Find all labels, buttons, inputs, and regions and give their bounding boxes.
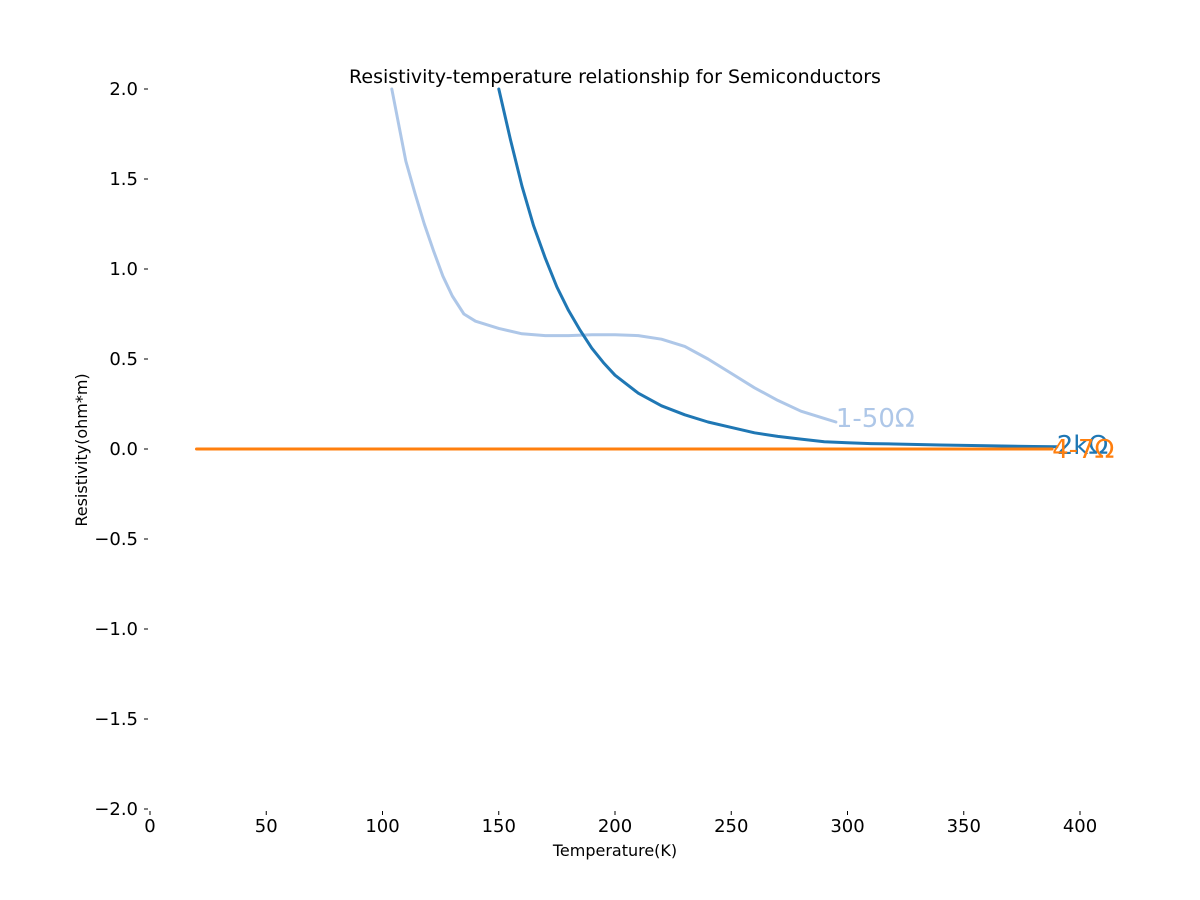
- y-tick-label: −1.5: [94, 709, 138, 730]
- y-axis: −2.0 −1.5 −1.0 −0.5 0.0 0.5 1.0 1.5 2.0: [94, 79, 148, 820]
- x-tick-label: 350: [947, 816, 981, 837]
- y-tick-label: −1.0: [94, 619, 138, 640]
- x-tick-label: 100: [365, 816, 399, 837]
- x-axis: 0 50 100 150 200 250 300 350 400: [144, 811, 1097, 837]
- x-tick-label: 300: [830, 816, 864, 837]
- y-tick-label: 1.0: [109, 259, 138, 280]
- y-tick-label: −0.5: [94, 529, 138, 550]
- y-tick-label: −2.0: [94, 799, 138, 820]
- x-tick-label: 0: [144, 816, 155, 837]
- series-line: [390, 87, 838, 424]
- chart-title: Resistivity-temperature relationship for…: [349, 66, 881, 88]
- x-tick-label: 50: [255, 816, 278, 837]
- x-tick-label: 250: [714, 816, 748, 837]
- y-axis-label: Resistivity(ohm*m): [72, 373, 91, 526]
- series-label: 2kΩ: [1057, 431, 1108, 461]
- y-tick-label: 0.0: [109, 439, 138, 460]
- x-axis-label: Temperature(K): [552, 841, 677, 860]
- x-tick-label: 400: [1063, 816, 1097, 837]
- series-line: [497, 87, 1059, 449]
- series-label: 1-50Ω: [836, 404, 915, 434]
- series-label: 4-7Ω: [1052, 435, 1114, 465]
- y-tick-label: 1.5: [109, 169, 138, 190]
- x-tick-label: 200: [598, 816, 632, 837]
- y-tick-label: 0.5: [109, 349, 138, 370]
- x-tick-label: 150: [482, 816, 516, 837]
- y-tick-label: 2.0: [109, 79, 138, 100]
